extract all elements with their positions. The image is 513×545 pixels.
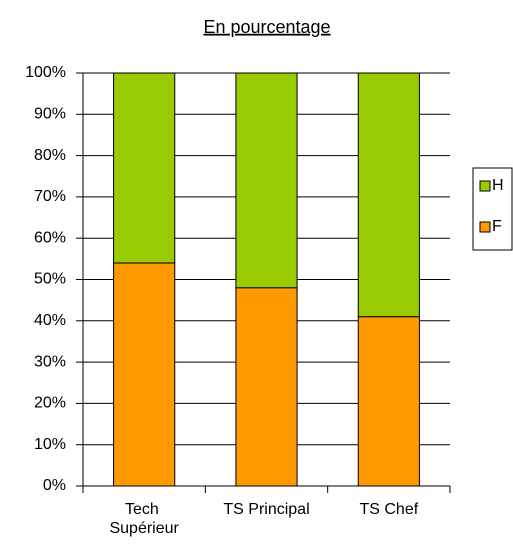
y-tick-label: 90% <box>34 106 66 123</box>
legend-label: H <box>492 177 504 194</box>
bar-segment <box>357 316 420 487</box>
legend-swatch <box>479 180 491 192</box>
x-tick-label-line: Tech <box>125 501 163 518</box>
x-tick-label: TS Chef <box>359 501 418 518</box>
y-tick-label: 10% <box>34 436 66 453</box>
chart-title: En pourcentage <box>203 17 330 37</box>
bar-segment <box>235 72 298 289</box>
legend-label: F <box>492 218 502 235</box>
x-tick-label-line: Supérieur <box>109 520 179 537</box>
x-tick-label: Tech Supérieur <box>109 501 179 537</box>
y-tick-label: 30% <box>34 353 66 370</box>
bar-segment <box>113 72 176 264</box>
y-tick-label: 20% <box>34 395 66 412</box>
bar-segment <box>113 262 176 487</box>
bar-segment <box>235 287 298 487</box>
y-tick-label: 0% <box>43 477 66 494</box>
y-tick-label: 60% <box>34 229 66 246</box>
bar-segment <box>357 72 420 318</box>
legend-swatch <box>479 221 491 233</box>
y-tick-label: 40% <box>34 312 66 329</box>
x-tick-label: TS Principal <box>223 501 309 518</box>
y-tick-label: 70% <box>34 188 66 205</box>
y-tick-label: 80% <box>34 147 66 164</box>
y-tick-label: 50% <box>34 271 66 288</box>
y-tick-label: 100% <box>25 64 66 81</box>
